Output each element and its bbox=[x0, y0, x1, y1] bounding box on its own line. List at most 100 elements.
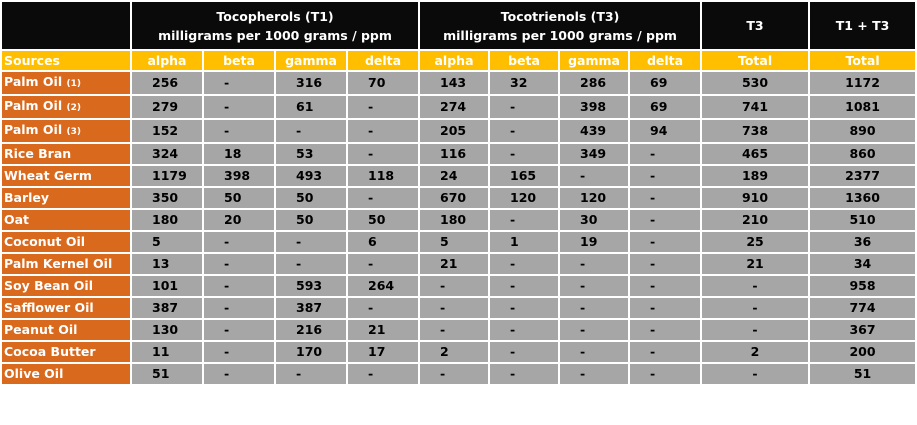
value-cell: 70 bbox=[348, 72, 419, 94]
value-cell: - bbox=[560, 166, 629, 186]
value-cell: 670 bbox=[420, 188, 489, 208]
table-row: Safflower Oil 387-387- - - - - -774 bbox=[2, 298, 916, 318]
subheader-cell: Total bbox=[702, 51, 809, 70]
source-cell: Rice Bran bbox=[2, 144, 130, 164]
value-cell: - bbox=[276, 254, 346, 274]
value-cell: 860 bbox=[810, 144, 916, 164]
source-name: Palm Oil bbox=[4, 98, 63, 113]
value-cell: 6 bbox=[348, 232, 419, 252]
value-cell: 890 bbox=[810, 120, 916, 142]
value-cell: - bbox=[420, 320, 489, 340]
value-cell: - bbox=[204, 232, 274, 252]
value-cell: - bbox=[348, 120, 419, 142]
tocotrienols-header: Tocotrienols (T3) milligrams per 1000 gr… bbox=[420, 2, 701, 49]
value-cell: 465 bbox=[702, 144, 809, 164]
value-cell: - bbox=[630, 188, 701, 208]
source-name: Palm Oil bbox=[4, 122, 63, 137]
table-row: Barley 350 50 50-670 120 120-910 1360 bbox=[2, 188, 916, 208]
t1t3-header: T1 + T3 bbox=[810, 2, 916, 49]
value-cell: - bbox=[348, 364, 419, 384]
source-cell: Oat bbox=[2, 210, 130, 230]
value-cell: - bbox=[276, 364, 346, 384]
value-cell: - bbox=[204, 342, 274, 362]
value-cell: 69 bbox=[630, 72, 701, 94]
value-cell: 32 bbox=[490, 72, 559, 94]
value-cell: 50 bbox=[348, 210, 419, 230]
subheader-cell: gamma bbox=[560, 51, 629, 70]
source-name: Palm Kernel Oil bbox=[4, 256, 113, 271]
value-cell: 50 bbox=[204, 188, 274, 208]
value-cell: - bbox=[702, 276, 809, 296]
value-cell: 2 bbox=[702, 342, 809, 362]
value-cell: 910 bbox=[702, 188, 809, 208]
value-cell: - bbox=[630, 320, 701, 340]
subheader-cell: beta bbox=[490, 51, 559, 70]
subheader-cell: delta bbox=[630, 51, 701, 70]
value-cell: - bbox=[630, 144, 701, 164]
value-cell: - bbox=[560, 298, 629, 318]
value-cell: - bbox=[420, 364, 489, 384]
value-cell: 21 bbox=[348, 320, 419, 340]
value-cell: - bbox=[630, 166, 701, 186]
value-cell: 349 bbox=[560, 144, 629, 164]
tocopherol-tocotrienol-table: Tocopherols (T1) milligrams per 1000 gra… bbox=[2, 2, 916, 384]
source-note: (1) bbox=[66, 79, 81, 89]
source-name: Soy Bean Oil bbox=[4, 278, 93, 293]
tocopherols-header: Tocopherols (T1) milligrams per 1000 gra… bbox=[132, 2, 419, 49]
source-cell: Soy Bean Oil bbox=[2, 276, 130, 296]
value-cell: 5 bbox=[132, 232, 202, 252]
value-cell: 118 bbox=[348, 166, 419, 186]
source-cell: Palm Oil (1) bbox=[2, 72, 130, 94]
value-cell: 205 bbox=[420, 120, 489, 142]
source-note: (2) bbox=[66, 103, 81, 113]
value-cell: 53 bbox=[276, 144, 346, 164]
value-cell: 180 bbox=[420, 210, 489, 230]
value-cell: - bbox=[560, 342, 629, 362]
t3-header: T3 bbox=[702, 2, 809, 49]
value-cell: 94 bbox=[630, 120, 701, 142]
value-cell: 350 bbox=[132, 188, 202, 208]
value-cell: 21 bbox=[702, 254, 809, 274]
source-name: Peanut Oil bbox=[4, 322, 78, 337]
source-cell: Barley bbox=[2, 188, 130, 208]
value-cell: 774 bbox=[810, 298, 916, 318]
source-name: Palm Oil bbox=[4, 74, 63, 89]
value-cell: 324 bbox=[132, 144, 202, 164]
value-cell: - bbox=[630, 364, 701, 384]
tocotrienols-title: Tocotrienols (T3) bbox=[500, 8, 620, 24]
value-cell: 36 bbox=[810, 232, 916, 252]
value-cell: - bbox=[204, 320, 274, 340]
value-cell: 130 bbox=[132, 320, 202, 340]
value-cell: 264 bbox=[348, 276, 419, 296]
table-row: Palm Kernel Oil 13- - -21- - -21 34 bbox=[2, 254, 916, 274]
source-cell: Palm Oil (2) bbox=[2, 96, 130, 118]
header-blank bbox=[2, 2, 130, 49]
value-cell: 387 bbox=[132, 298, 202, 318]
value-cell: 69 bbox=[630, 96, 701, 118]
value-cell: 216 bbox=[276, 320, 346, 340]
source-name: Wheat Germ bbox=[4, 168, 92, 183]
value-cell: 13 bbox=[132, 254, 202, 274]
source-name: Oat bbox=[4, 212, 30, 227]
value-cell: - bbox=[560, 320, 629, 340]
value-cell: - bbox=[490, 342, 559, 362]
value-cell: 152 bbox=[132, 120, 202, 142]
value-cell: - bbox=[630, 232, 701, 252]
source-cell: Palm Oil (3) bbox=[2, 120, 130, 142]
value-cell: 116 bbox=[420, 144, 489, 164]
value-cell: 34 bbox=[810, 254, 916, 274]
value-cell: - bbox=[490, 298, 559, 318]
value-cell: - bbox=[348, 96, 419, 118]
value-cell: - bbox=[204, 72, 274, 94]
value-cell: 180 bbox=[132, 210, 202, 230]
value-cell: 387 bbox=[276, 298, 346, 318]
table-row: Peanut Oil 130-216 21- - - - -367 bbox=[2, 320, 916, 340]
value-cell: 210 bbox=[702, 210, 809, 230]
subheader-cell: gamma bbox=[276, 51, 346, 70]
source-cell: Safflower Oil bbox=[2, 298, 130, 318]
value-cell: - bbox=[348, 188, 419, 208]
value-cell: 2377 bbox=[810, 166, 916, 186]
value-cell: - bbox=[702, 320, 809, 340]
value-cell: - bbox=[490, 120, 559, 142]
